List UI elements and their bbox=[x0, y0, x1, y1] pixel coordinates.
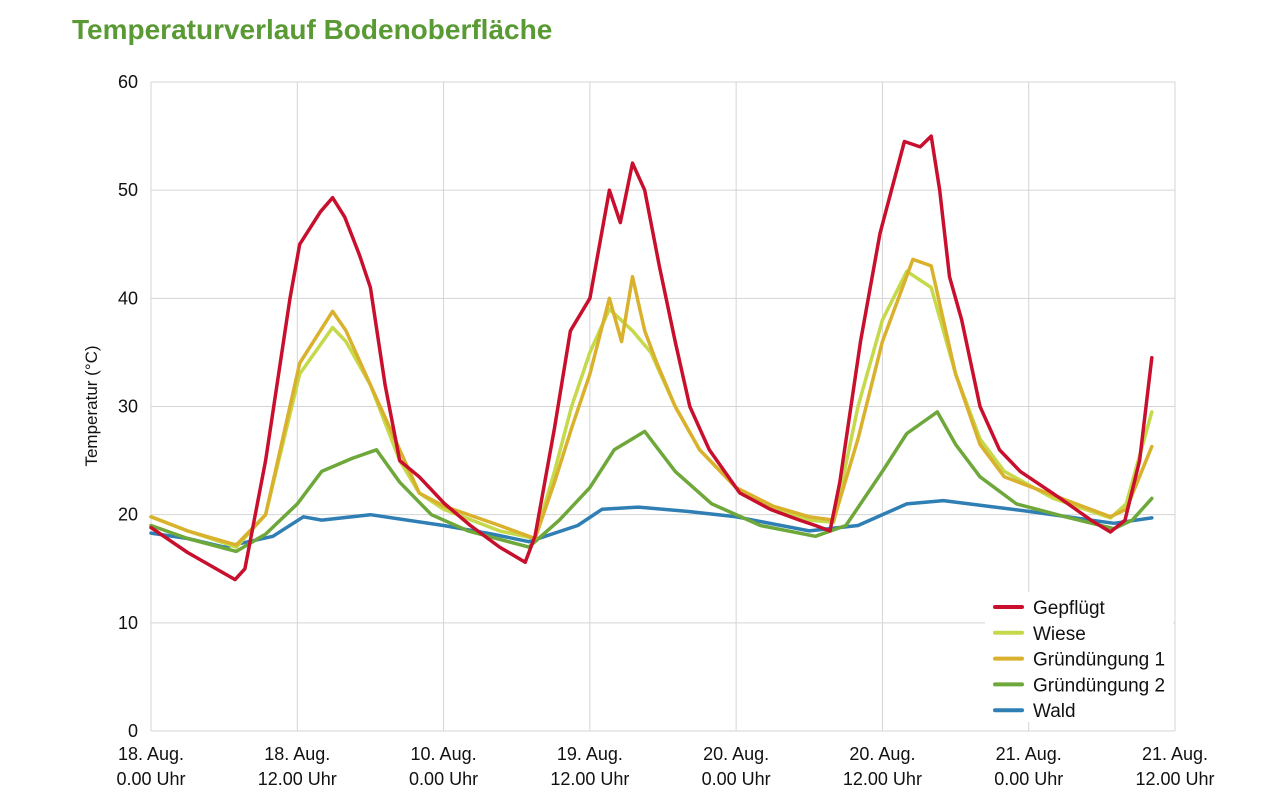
x-tick-label: 0.00 Uhr bbox=[702, 769, 771, 789]
x-tick-label: 20. Aug. bbox=[849, 744, 915, 764]
legend-label: Gründüngung 1 bbox=[1033, 650, 1165, 671]
x-tick-label: 20. Aug. bbox=[703, 744, 769, 764]
y-tick-label: 50 bbox=[118, 180, 138, 200]
y-tick-label: 0 bbox=[128, 721, 138, 741]
y-axis-label: Temperatur (°C) bbox=[82, 345, 101, 466]
x-tick-label: 12.00 Uhr bbox=[843, 769, 922, 789]
x-tick-label: 21. Aug. bbox=[996, 744, 1062, 764]
series-line-wald bbox=[149, 498, 1154, 549]
x-tick-label: 12.00 Uhr bbox=[258, 769, 337, 789]
x-tick-label: 12.00 Uhr bbox=[550, 769, 629, 789]
legend-label: Wald bbox=[1033, 701, 1076, 722]
x-tick-label: 18. Aug. bbox=[264, 744, 330, 764]
legend-label: Wiese bbox=[1033, 624, 1086, 645]
x-tick-label: 12.00 Uhr bbox=[1135, 769, 1214, 789]
series-line-gepfl-gt bbox=[149, 134, 1154, 582]
y-tick-label: 20 bbox=[118, 505, 138, 525]
x-tick-label: 21. Aug. bbox=[1142, 744, 1208, 764]
y-tick-label: 10 bbox=[118, 613, 138, 633]
chart-title: Temperaturverlauf Bodenoberfläche bbox=[72, 14, 553, 45]
y-tick-label: 40 bbox=[118, 288, 138, 308]
series-line-gr-nd-ngung-1 bbox=[149, 257, 1154, 547]
x-tick-label: 10. Aug. bbox=[411, 744, 477, 764]
x-tick-label: 19. Aug. bbox=[557, 744, 623, 764]
x-tick-label: 0.00 Uhr bbox=[994, 769, 1063, 789]
series-line-gr-nd-ngung-2 bbox=[149, 410, 1154, 554]
legend-label: Gründüngung 2 bbox=[1033, 675, 1165, 696]
x-tick-label: 0.00 Uhr bbox=[409, 769, 478, 789]
x-tick-label: 18. Aug. bbox=[118, 744, 184, 764]
y-tick-label: 60 bbox=[118, 72, 138, 92]
y-tick-label: 30 bbox=[118, 397, 138, 417]
legend-label: Gepflügt bbox=[1033, 598, 1106, 619]
series-line-wiese bbox=[149, 269, 1154, 549]
x-tick-label: 0.00 Uhr bbox=[116, 769, 185, 789]
